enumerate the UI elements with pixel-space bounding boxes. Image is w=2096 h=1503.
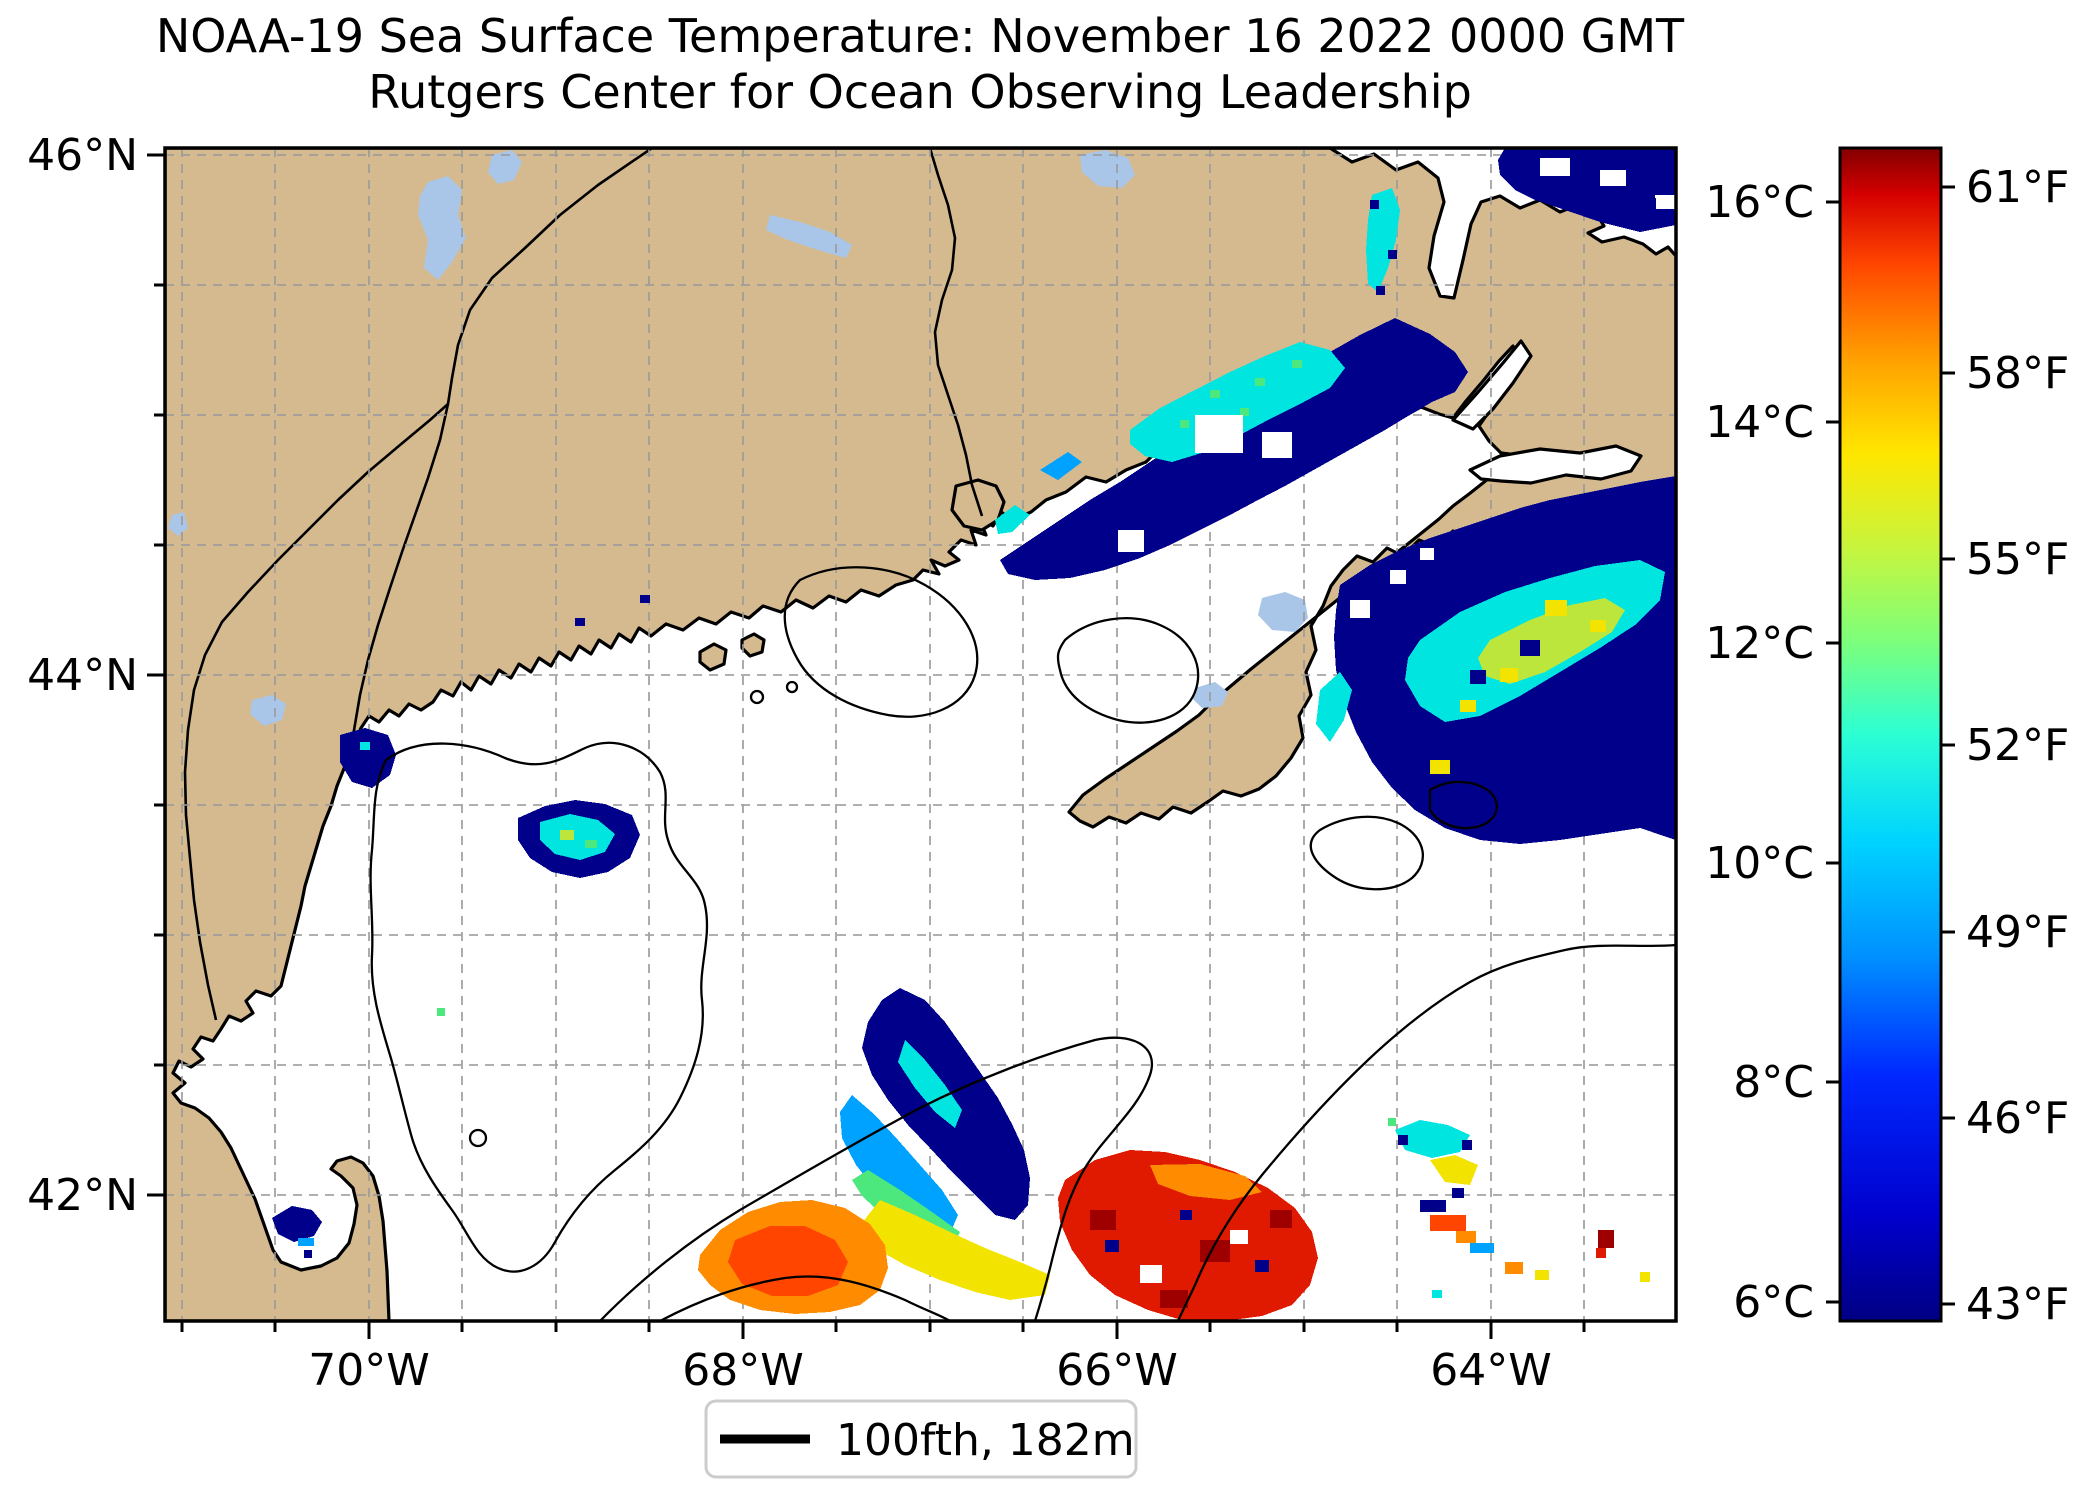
fahrenheit-tick-label: 43°F bbox=[1966, 1279, 2069, 1330]
lakes bbox=[168, 150, 1308, 726]
y-tick-label: 44°N bbox=[27, 650, 138, 701]
y-axis-labels: 46°N 44°N 42°N bbox=[27, 130, 138, 1221]
celsius-tick-label: 8°C bbox=[1733, 1057, 1814, 1108]
celsius-tick-label: 6°C bbox=[1733, 1277, 1814, 1328]
x-tick-label: 70°W bbox=[308, 1345, 430, 1396]
coastal-island bbox=[740, 632, 766, 658]
celsius-tick-label: 14°C bbox=[1705, 397, 1814, 448]
colorbar: 16°C 14°C 12°C 10°C 8°C 6°C 61°F 58°F 55… bbox=[1705, 146, 2069, 1330]
cumberland-basin-water bbox=[1451, 339, 1533, 431]
colorbar-celsius-labels: 16°C 14°C 12°C 10°C 8°C 6°C bbox=[1705, 177, 1814, 1328]
y-tick-label: 46°N bbox=[27, 130, 138, 181]
axis-ticks bbox=[147, 153, 1586, 1339]
lake bbox=[766, 215, 852, 258]
lake bbox=[488, 150, 522, 184]
legend-box bbox=[704, 1399, 1138, 1479]
sst-patch-penobscot bbox=[340, 728, 396, 788]
x-axis-labels: 70°W 68°W 66°W 64°W bbox=[308, 1345, 1552, 1396]
sst-patch-cape-cod-bay bbox=[272, 1206, 322, 1242]
figure-title: NOAA-19 Sea Surface Temperature: Novembe… bbox=[156, 9, 1685, 63]
colorbar-fahrenheit-labels: 61°F 58°F 55°F 52°F 49°F 46°F 43°F bbox=[1966, 162, 2069, 1330]
fahrenheit-tick-label: 58°F bbox=[1966, 348, 2069, 399]
map-plot-area bbox=[165, 148, 1676, 1321]
coastal-island bbox=[698, 642, 728, 672]
minas-basin-water bbox=[1468, 444, 1643, 485]
legend: 100fth, 182m bbox=[704, 1399, 1138, 1479]
land-masses bbox=[165, 148, 1676, 1321]
sst-patch-st-georges-bay bbox=[1366, 188, 1400, 292]
x-tick-label: 68°W bbox=[682, 1345, 804, 1396]
x-tick-label: 64°W bbox=[1430, 1345, 1552, 1396]
figure-subtitle: Rutgers Center for Ocean Observing Leade… bbox=[368, 65, 1472, 119]
fahrenheit-tick-label: 55°F bbox=[1966, 534, 2069, 585]
celsius-tick-label: 12°C bbox=[1705, 618, 1814, 669]
border-line bbox=[928, 148, 984, 517]
lake bbox=[250, 695, 286, 726]
fahrenheit-tick-label: 61°F bbox=[1966, 162, 2069, 213]
y-tick-label: 42°N bbox=[27, 1170, 138, 1221]
bathymetry-contours bbox=[369, 566, 1676, 1321]
colorbar-gradient bbox=[1838, 146, 1943, 1323]
x-tick-label: 66°W bbox=[1056, 1345, 1178, 1396]
sst-scattered-patches bbox=[1388, 1118, 1650, 1298]
lake bbox=[418, 176, 466, 280]
border-line bbox=[183, 148, 653, 1021]
sst-patch-passamaquoddy bbox=[995, 505, 1030, 534]
sst-patch-saint-john bbox=[1040, 452, 1082, 480]
lake bbox=[168, 512, 188, 536]
sst-data-patches bbox=[272, 148, 1676, 1321]
fahrenheit-tick-label: 46°F bbox=[1966, 1093, 2069, 1144]
fahrenheit-tick-label: 49°F bbox=[1966, 907, 2069, 958]
plot-border bbox=[163, 146, 1678, 1323]
political-borders bbox=[183, 148, 984, 1021]
border-line bbox=[350, 403, 450, 743]
legend-entry-label: 100fth, 182m bbox=[836, 1415, 1135, 1466]
colorbar-ticks bbox=[1826, 185, 1955, 1306]
celsius-tick-label: 10°C bbox=[1705, 838, 1814, 889]
lake bbox=[1080, 150, 1135, 188]
lake bbox=[1258, 592, 1308, 632]
celsius-tick-label: 16°C bbox=[1705, 177, 1814, 228]
fahrenheit-tick-label: 52°F bbox=[1966, 720, 2069, 771]
